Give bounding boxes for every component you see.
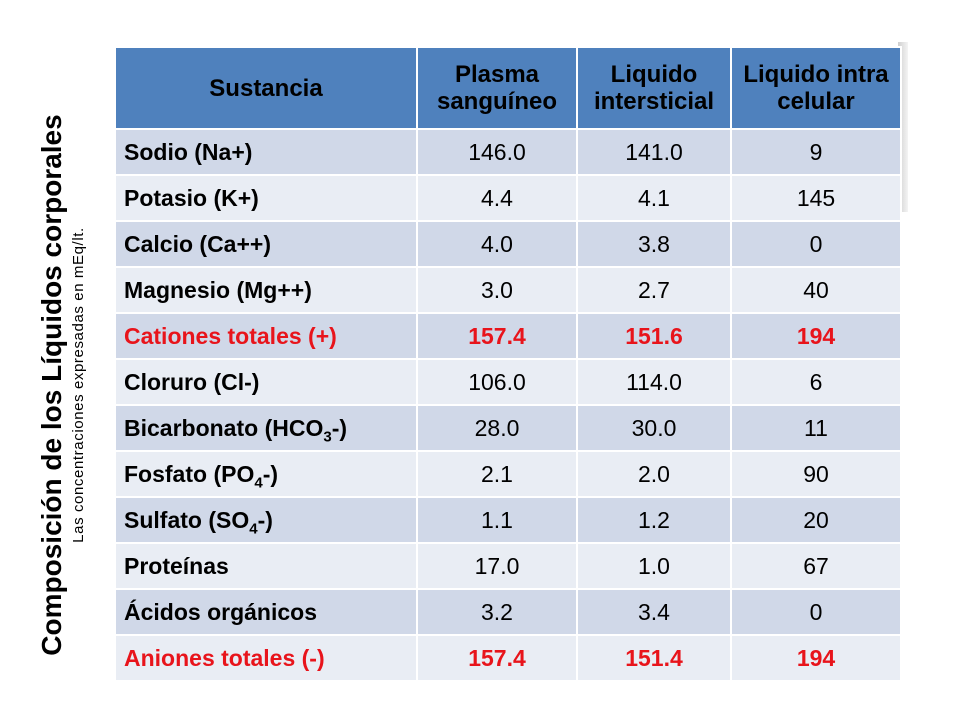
cell-plasma: 28.0 — [416, 404, 578, 452]
row-name: Sodio (Na+) — [114, 128, 418, 176]
cell-intersticial: 151.6 — [576, 312, 732, 360]
table-row: Proteínas 17.0 1.0 67 — [114, 542, 902, 590]
row-name-subscript: 4 — [254, 474, 263, 492]
cell-intracelular: 20 — [730, 496, 902, 544]
table-row: Magnesio (Mg++) 3.0 2.7 40 — [114, 266, 902, 314]
side-title: Composición de los Líquidos corporales L… — [22, 75, 102, 695]
cell-intracelular: 0 — [730, 588, 902, 636]
cell-intersticial: 1.2 — [576, 496, 732, 544]
cell-intracelular: 67 — [730, 542, 902, 590]
row-name-suffix: -) — [262, 460, 279, 487]
cell-plasma: 17.0 — [416, 542, 578, 590]
table-row: Ácidos orgánicos 3.2 3.4 0 — [114, 588, 902, 636]
cell-intracelular: 9 — [730, 128, 902, 176]
table-row-total-cations: Cationes totales (+) 157.4 151.6 194 — [114, 312, 902, 360]
header-plasma: Plasma sanguíneo — [416, 46, 578, 130]
page-title: Composición de los Líquidos corporales — [36, 114, 67, 656]
cell-intersticial: 1.0 — [576, 542, 732, 590]
cell-intersticial: 141.0 — [576, 128, 732, 176]
cell-intersticial: 2.0 — [576, 450, 732, 498]
composition-table: Sustancia Plasma sanguíneo Liquido inter… — [114, 46, 902, 682]
row-name-text: Sulfato (SO — [124, 506, 250, 533]
cell-plasma: 1.1 — [416, 496, 578, 544]
table-row: Sodio (Na+) 146.0 141.0 9 — [114, 128, 902, 176]
row-name-text: Fosfato (PO — [124, 460, 255, 487]
row-name-text: Bicarbonato (HCO — [124, 414, 324, 441]
table-row: Sulfato (SO4-) 1.1 1.2 20 — [114, 496, 902, 544]
cell-intersticial: 151.4 — [576, 634, 732, 682]
cell-intersticial: 30.0 — [576, 404, 732, 452]
table-row: Calcio (Ca++) 4.0 3.8 0 — [114, 220, 902, 268]
cell-intracelular: 11 — [730, 404, 902, 452]
cell-intracelular: 6 — [730, 358, 902, 406]
cell-intracelular: 90 — [730, 450, 902, 498]
row-name-subscript: 3 — [323, 428, 332, 446]
cell-plasma: 4.0 — [416, 220, 578, 268]
cell-intracelular: 194 — [730, 634, 902, 682]
row-name: Magnesio (Mg++) — [114, 266, 418, 314]
cell-intersticial: 3.4 — [576, 588, 732, 636]
header-intracelular: Liquido intra celular — [730, 46, 902, 130]
row-name: Calcio (Ca++) — [114, 220, 418, 268]
page-subtitle: Las concentraciones expresadas en mEq/lt… — [70, 227, 87, 543]
row-name: Aniones totales (-) — [114, 634, 418, 682]
row-name: Cloruro (Cl-) — [114, 358, 418, 406]
row-name-subscript: 4 — [249, 520, 258, 538]
table-header-row: Sustancia Plasma sanguíneo Liquido inter… — [114, 46, 902, 130]
row-name-suffix: -) — [331, 414, 348, 441]
cell-intersticial: 3.8 — [576, 220, 732, 268]
cell-intracelular: 194 — [730, 312, 902, 360]
row-name: Bicarbonato (HCO3-) — [114, 404, 418, 452]
row-name: Cationes totales (+) — [114, 312, 418, 360]
cell-plasma: 157.4 — [416, 634, 578, 682]
table-row-total-anions: Aniones totales (-) 157.4 151.4 194 — [114, 634, 902, 682]
cell-plasma: 146.0 — [416, 128, 578, 176]
row-name: Fosfato (PO4-) — [114, 450, 418, 498]
table-row: Fosfato (PO4-) 2.1 2.0 90 — [114, 450, 902, 498]
cell-plasma: 157.4 — [416, 312, 578, 360]
cell-plasma: 4.4 — [416, 174, 578, 222]
cell-intracelular: 40 — [730, 266, 902, 314]
table-row: Cloruro (Cl-) 106.0 114.0 6 — [114, 358, 902, 406]
cell-plasma: 2.1 — [416, 450, 578, 498]
row-name: Proteínas — [114, 542, 418, 590]
cell-intracelular: 145 — [730, 174, 902, 222]
table-row: Potasio (K+) 4.4 4.1 145 — [114, 174, 902, 222]
row-name: Potasio (K+) — [114, 174, 418, 222]
cell-intersticial: 114.0 — [576, 358, 732, 406]
header-sustancia: Sustancia — [114, 46, 418, 130]
cell-plasma: 3.2 — [416, 588, 578, 636]
cell-plasma: 3.0 — [416, 266, 578, 314]
table-shadow — [898, 42, 908, 212]
header-intersticial: Liquido intersticial — [576, 46, 732, 130]
cell-intersticial: 2.7 — [576, 266, 732, 314]
row-name: Sulfato (SO4-) — [114, 496, 418, 544]
row-name-suffix: -) — [257, 506, 273, 533]
cell-intersticial: 4.1 — [576, 174, 732, 222]
row-name: Ácidos orgánicos — [114, 588, 418, 636]
cell-plasma: 106.0 — [416, 358, 578, 406]
table-row: Bicarbonato (HCO3-) 28.0 30.0 11 — [114, 404, 902, 452]
cell-intracelular: 0 — [730, 220, 902, 268]
